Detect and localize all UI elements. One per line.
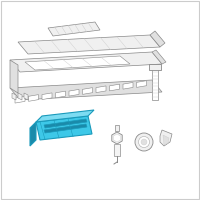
Polygon shape [10,80,162,100]
Polygon shape [114,134,120,142]
Polygon shape [12,93,16,100]
Polygon shape [123,82,133,89]
Polygon shape [114,144,120,156]
Polygon shape [83,88,92,94]
Circle shape [138,136,150,148]
Polygon shape [25,56,130,70]
Polygon shape [115,125,119,131]
Circle shape [135,133,153,151]
Polygon shape [160,130,172,146]
Polygon shape [18,35,160,54]
Polygon shape [152,50,166,64]
Polygon shape [29,95,38,101]
Polygon shape [10,52,162,72]
Polygon shape [152,70,158,100]
Polygon shape [69,89,79,96]
Polygon shape [24,93,28,100]
Polygon shape [150,31,165,47]
Polygon shape [96,86,106,93]
Polygon shape [36,110,94,122]
Polygon shape [44,119,87,128]
Circle shape [141,139,147,145]
Polygon shape [110,84,120,91]
Polygon shape [48,22,100,36]
Polygon shape [136,81,146,87]
Polygon shape [36,116,92,140]
Polygon shape [163,135,169,145]
Polygon shape [42,93,52,100]
Polygon shape [56,91,66,98]
Polygon shape [149,64,161,70]
Polygon shape [15,96,25,103]
Polygon shape [30,122,36,146]
Polygon shape [112,132,122,144]
Polygon shape [10,60,18,93]
Polygon shape [18,93,22,100]
Polygon shape [44,124,87,133]
